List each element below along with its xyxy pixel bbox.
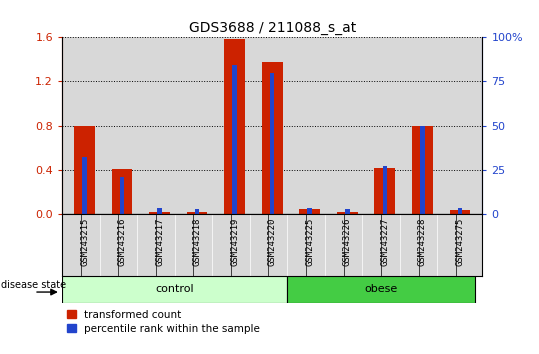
Legend: transformed count, percentile rank within the sample: transformed count, percentile rank withi…	[67, 310, 260, 334]
Text: GSM243215: GSM243215	[80, 217, 89, 266]
Text: GSM243275: GSM243275	[455, 217, 465, 266]
Text: control: control	[155, 284, 194, 295]
Text: GSM243225: GSM243225	[305, 217, 314, 266]
Bar	[224, 39, 245, 214]
Bar	[345, 209, 349, 214]
Text: GSM243227: GSM243227	[381, 217, 389, 266]
Text: GSM243219: GSM243219	[230, 217, 239, 266]
Bar	[195, 209, 199, 214]
Bar	[149, 212, 170, 214]
Bar	[375, 168, 395, 214]
Title: GDS3688 / 211088_s_at: GDS3688 / 211088_s_at	[189, 21, 356, 35]
Text: GSM243217: GSM243217	[155, 217, 164, 266]
Bar	[270, 73, 274, 214]
Bar	[112, 169, 133, 214]
Bar	[287, 276, 475, 303]
Bar	[157, 208, 162, 214]
Bar	[187, 212, 208, 214]
Bar	[458, 208, 462, 214]
Text: GSM243228: GSM243228	[418, 217, 427, 266]
Text: GSM243220: GSM243220	[268, 217, 277, 266]
Bar	[62, 276, 287, 303]
Text: disease state: disease state	[1, 280, 66, 290]
Bar	[120, 177, 125, 214]
Bar	[232, 65, 237, 214]
Bar	[74, 126, 95, 214]
Bar	[299, 209, 320, 214]
Bar	[412, 126, 433, 214]
Bar	[307, 208, 312, 214]
Bar	[450, 210, 470, 214]
Bar	[420, 126, 425, 214]
Text: obese: obese	[364, 284, 398, 295]
Bar	[337, 212, 357, 214]
Bar	[82, 156, 87, 214]
Text: GSM243216: GSM243216	[118, 217, 127, 266]
Text: GSM243226: GSM243226	[343, 217, 352, 266]
Bar	[262, 62, 282, 214]
Bar	[383, 166, 387, 214]
Text: GSM243218: GSM243218	[192, 217, 202, 266]
